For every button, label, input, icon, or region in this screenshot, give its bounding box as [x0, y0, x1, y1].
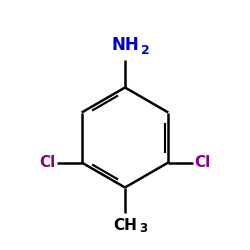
- Text: 2: 2: [141, 44, 150, 58]
- Text: CH: CH: [113, 218, 137, 233]
- Text: 3: 3: [140, 222, 147, 234]
- Text: Cl: Cl: [39, 155, 56, 170]
- Text: NH: NH: [111, 36, 139, 54]
- Text: Cl: Cl: [194, 155, 211, 170]
